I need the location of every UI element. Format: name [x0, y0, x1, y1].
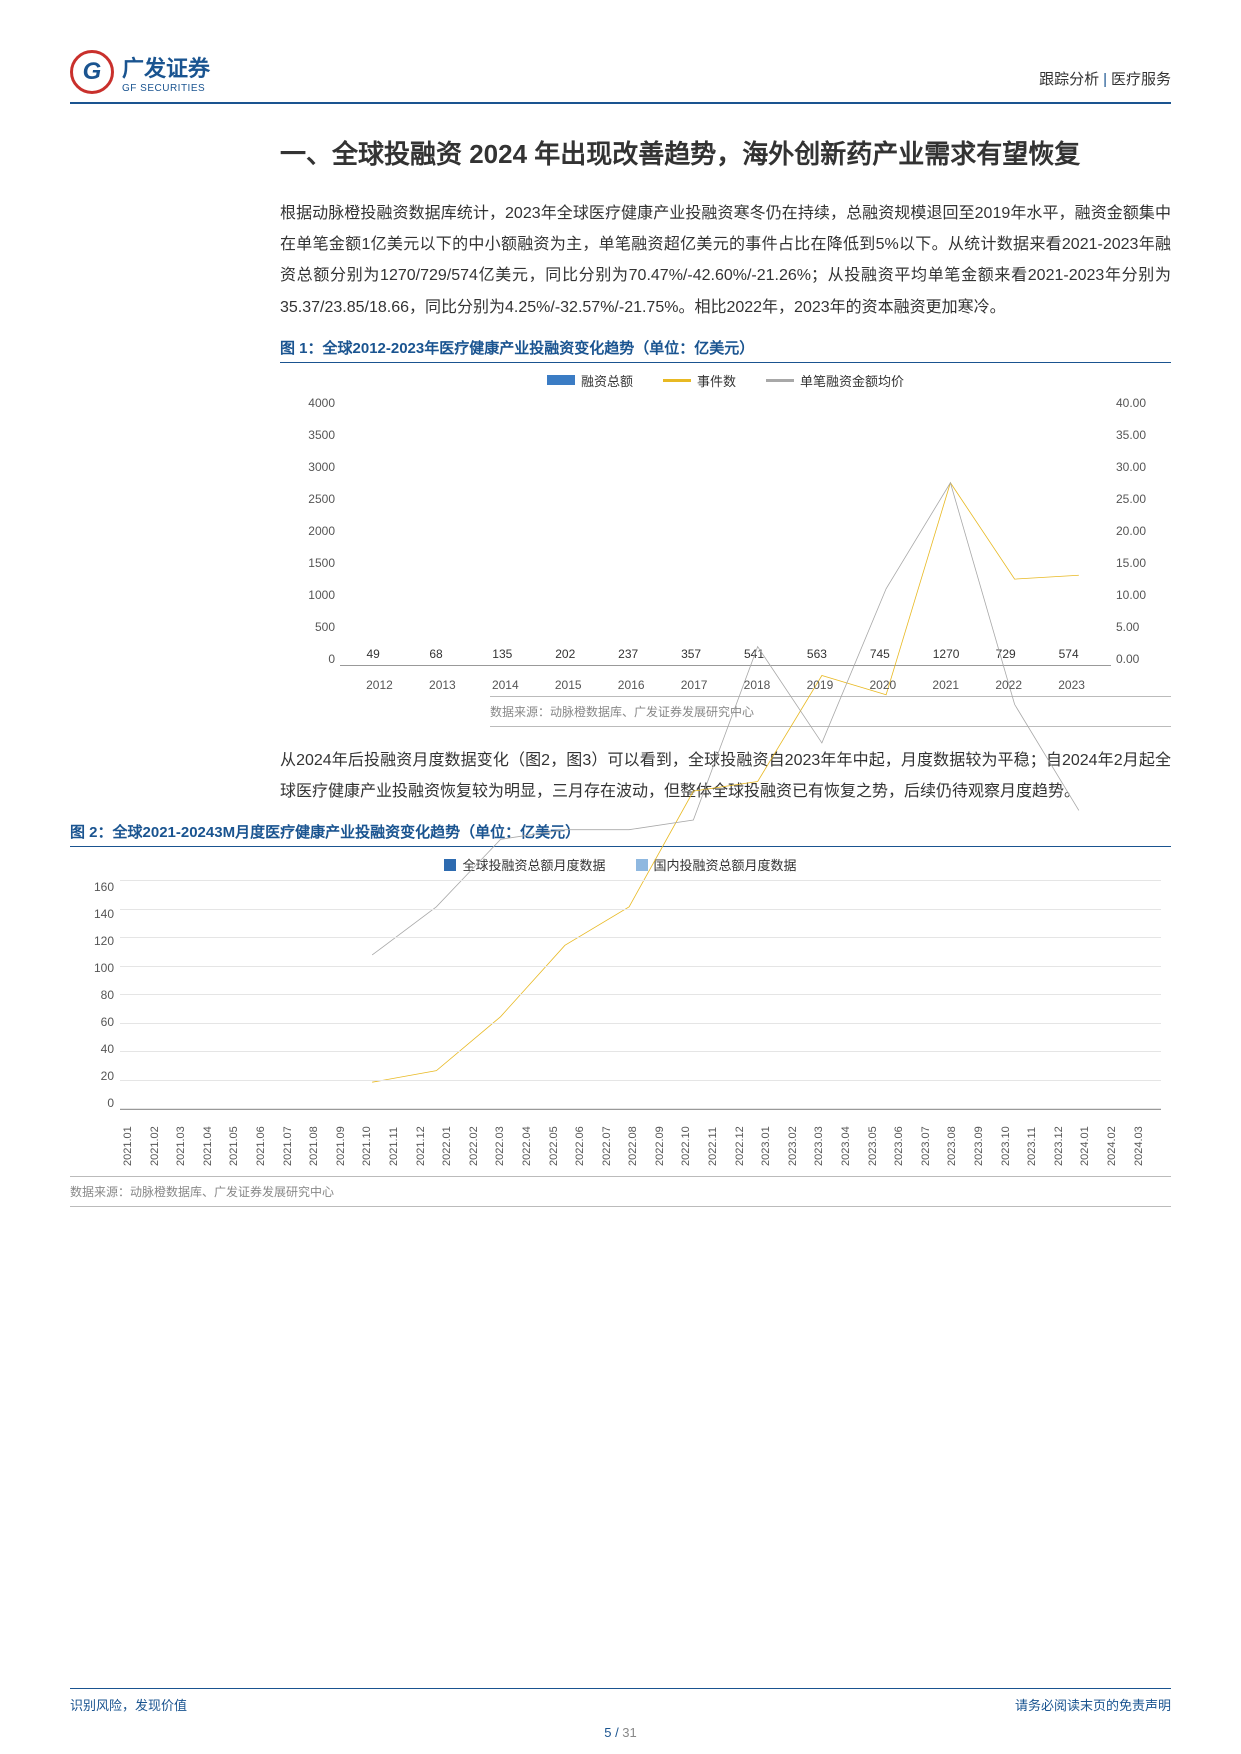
paragraph-1: 根据动脉橙投融资数据库统计，2023年全球医疗健康产业投融资寒冬仍在持续，总融资…: [280, 198, 1171, 323]
section-title: 一、全球投融资 2024 年出现改善趋势，海外创新药产业需求有望恢复: [280, 128, 1171, 180]
paragraph-2: 从2024年后投融资月度数据变化（图2，图3）可以看到，全球投融资自2023年年…: [280, 745, 1171, 807]
fig2-title: 图 2：全球2021-20243M月度医疗健康产业投融资变化趋势（单位：亿美元）: [70, 821, 1171, 847]
logo-icon: G: [70, 50, 114, 94]
page-footer: 识别风险，发现价值 请务必阅读末页的免责声明: [70, 1688, 1171, 1714]
footer-right: 请务必阅读末页的免责声明: [1015, 1695, 1171, 1714]
footer-left: 识别风险，发现价值: [70, 1695, 187, 1714]
fig1-title: 图 1：全球2012-2023年医疗健康产业投融资变化趋势（单位：亿美元）: [280, 337, 1171, 363]
page-number: 5 / 31: [0, 1725, 1241, 1740]
fig2-chart: 160140120100806040200 2021.012021.022021…: [70, 880, 1171, 1170]
fig2-legend: 全球投融资总额月度数据国内投融资总额月度数据: [70, 855, 1171, 874]
logo-en: GF SECURITIES: [122, 83, 210, 94]
header-category: 跟踪分析|医疗服务: [1039, 68, 1171, 89]
logo: G 广发证券 GF SECURITIES: [70, 50, 210, 94]
fig1-chart: 40003500300025002000150010005000 40.0035…: [280, 396, 1171, 696]
fig1-legend: 融资总额事件数单笔融资金额均价: [280, 371, 1171, 390]
fig2-source: 数据来源：动脉橙数据库、广发证券发展研究中心: [70, 1176, 1171, 1207]
logo-cn: 广发证券: [122, 51, 210, 83]
fig1-source: 数据来源：动脉橙数据库、广发证券发展研究中心: [490, 696, 1171, 727]
page-header: G 广发证券 GF SECURITIES 跟踪分析|医疗服务: [70, 50, 1171, 104]
